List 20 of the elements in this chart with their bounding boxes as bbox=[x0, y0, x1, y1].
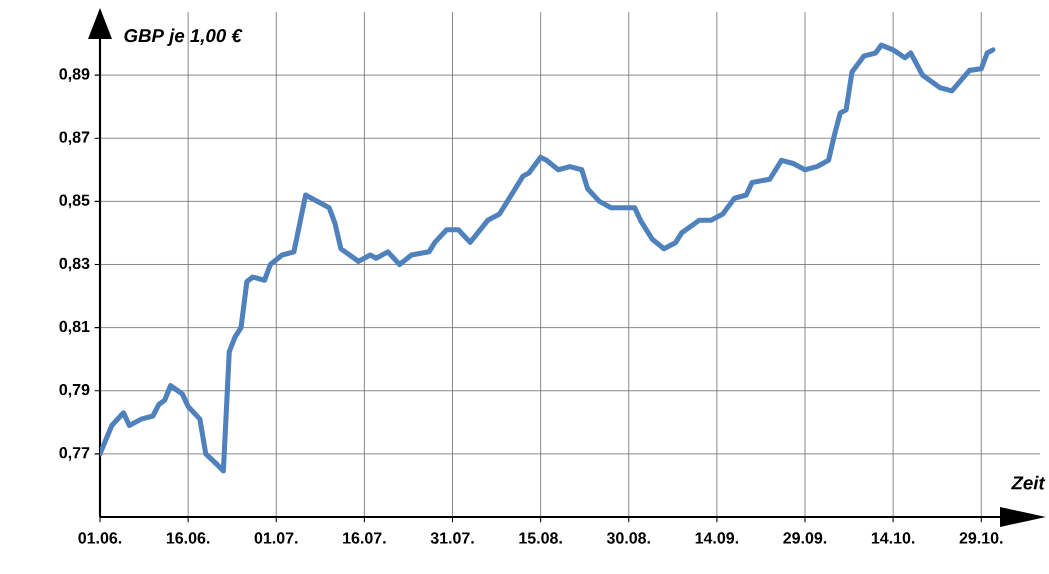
y-tick-label: 0,87 bbox=[59, 131, 90, 146]
y-tick-label: 0,79 bbox=[59, 383, 90, 398]
x-tick-label: 14.10. bbox=[871, 532, 915, 544]
x-tick-label: 16.06. bbox=[166, 532, 210, 544]
y-tick-label: 0,85 bbox=[59, 194, 90, 209]
x-tick-label: 30.08. bbox=[606, 532, 650, 544]
x-tick-label: 01.06. bbox=[78, 532, 122, 544]
x-tick-label: 31.07. bbox=[430, 532, 474, 544]
y-tick-label: 0,81 bbox=[59, 320, 90, 335]
y-axis-title: GBP je 1,00 € bbox=[124, 28, 243, 46]
x-tick-label: 14.09. bbox=[695, 532, 739, 544]
x-tick-label: 29.10. bbox=[959, 532, 1003, 544]
y-tick-label: 0,83 bbox=[59, 257, 90, 272]
x-tick-label: 15.08. bbox=[519, 532, 562, 544]
x-tick-label: 16.07. bbox=[343, 532, 386, 544]
x-tick-label: 01.07. bbox=[254, 532, 298, 544]
y-tick-label: 0,77 bbox=[59, 447, 90, 461]
x-tick-label: 29.09. bbox=[783, 532, 827, 544]
x-axis-title: Zeit bbox=[1011, 475, 1046, 490]
y-tick-label: 0,89 bbox=[59, 68, 90, 82]
